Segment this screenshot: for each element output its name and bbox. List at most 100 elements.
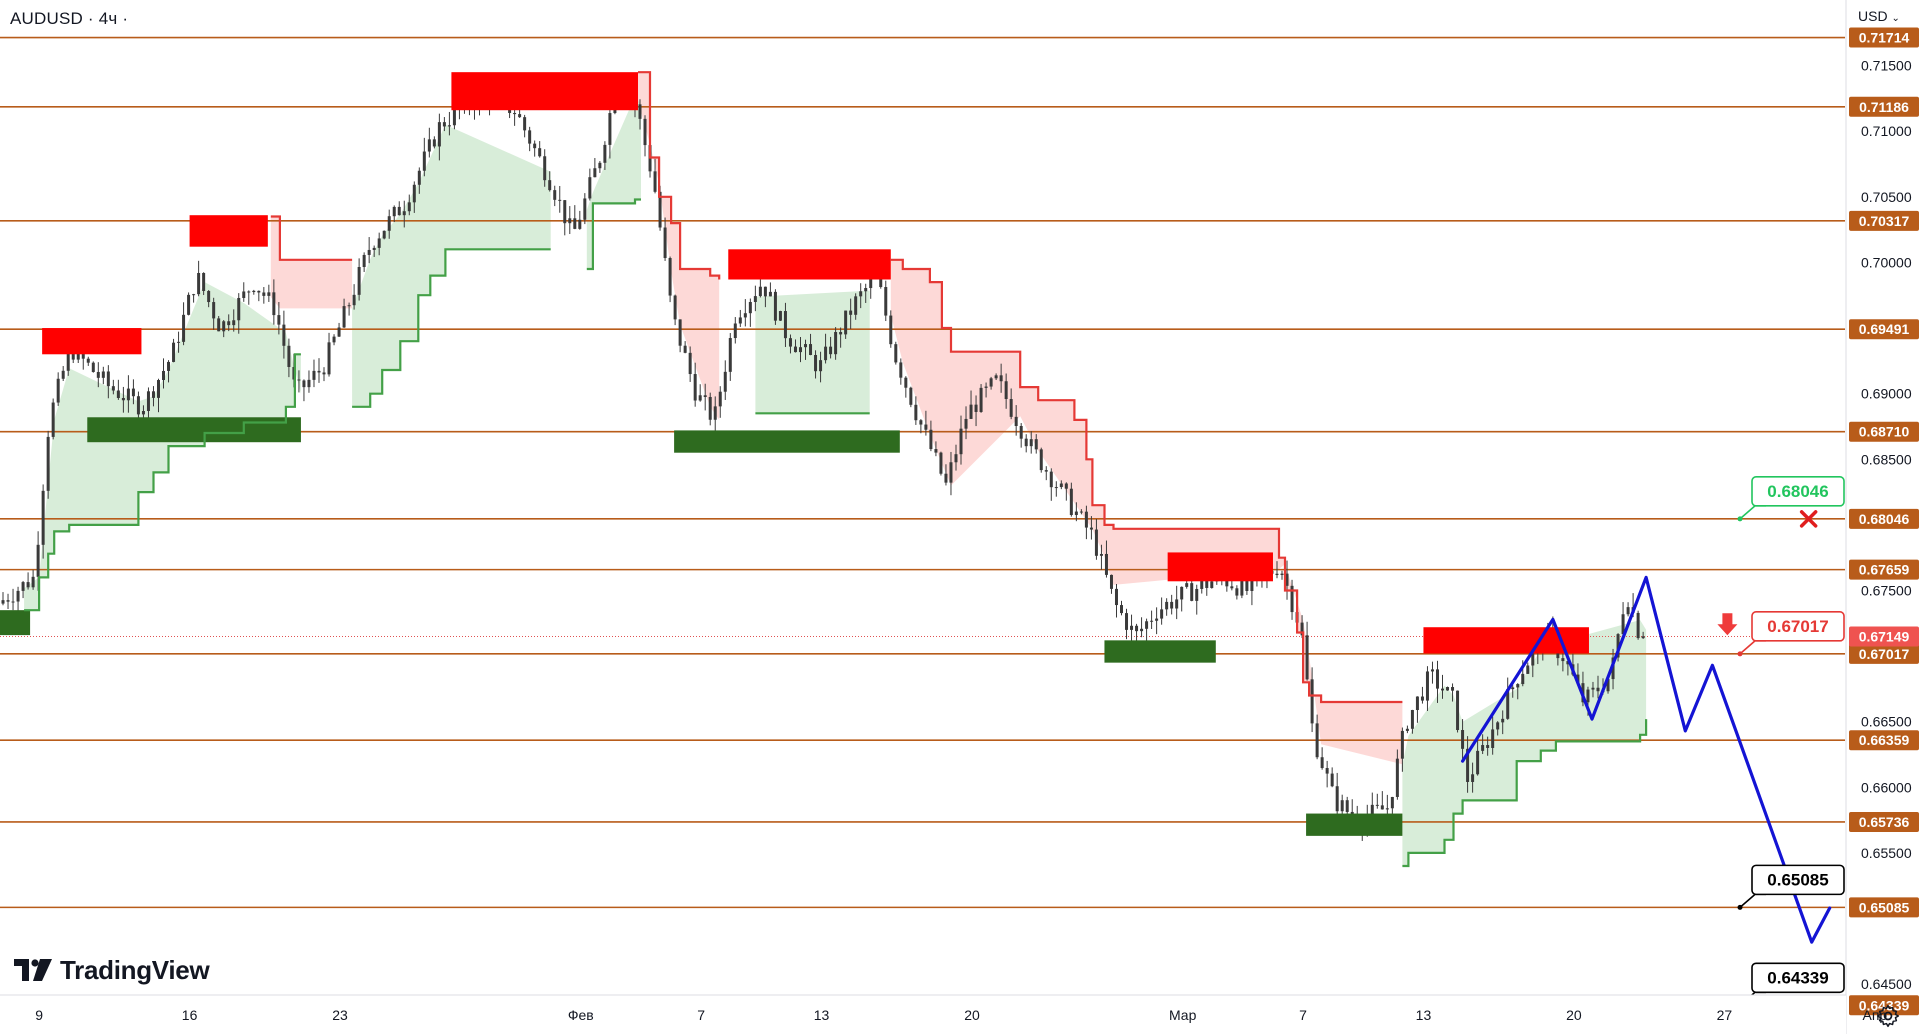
price-tick-label: 0.64500 xyxy=(1861,976,1912,992)
candle-body xyxy=(1235,588,1239,596)
currency-selector[interactable]: USD ⌄ xyxy=(1858,8,1900,24)
time-tick-label: Мар xyxy=(1169,1007,1197,1023)
candle-body xyxy=(162,370,166,381)
candle-body xyxy=(212,302,216,319)
candle-body xyxy=(357,266,361,295)
level-price-tag xyxy=(1849,508,1919,529)
brand-name: TradingView xyxy=(60,954,210,985)
candle-body xyxy=(41,490,45,545)
candle-body xyxy=(1516,684,1520,688)
candle-body xyxy=(668,258,672,296)
candle-body xyxy=(533,143,537,149)
candle-body xyxy=(603,144,607,163)
demand-zone xyxy=(87,417,301,443)
candle-body xyxy=(854,296,858,315)
candle-body xyxy=(317,370,321,373)
candle-body xyxy=(322,372,326,375)
candle-body xyxy=(829,346,833,355)
candle-body xyxy=(788,338,792,347)
candle-body xyxy=(11,601,15,603)
candle-body xyxy=(96,371,100,378)
gear-icon[interactable] xyxy=(1875,1003,1901,1029)
candle-body xyxy=(1521,673,1525,685)
candle-body xyxy=(763,286,767,297)
candle-body xyxy=(46,436,50,491)
candle-body xyxy=(1330,773,1334,787)
candle-body xyxy=(608,113,612,145)
level-price-tag xyxy=(1849,96,1919,117)
price-tick-label: 0.70000 xyxy=(1861,254,1912,270)
candle-body xyxy=(237,297,241,321)
candle-body xyxy=(733,323,737,339)
level-price-tag xyxy=(1849,319,1919,340)
candle-body xyxy=(347,305,351,307)
callout-anchor xyxy=(1737,516,1743,522)
tradingview-logo[interactable]: TradingView xyxy=(14,954,210,986)
level-price-tag-label: 0.66359 xyxy=(1859,732,1910,748)
candle-body xyxy=(312,370,316,380)
candle-body xyxy=(397,206,401,216)
symbol-title[interactable]: AUDUSD · 4ч · xyxy=(10,9,129,28)
candle-body xyxy=(437,122,441,147)
candle-body xyxy=(402,211,406,216)
candle-body xyxy=(543,156,547,181)
candle-body xyxy=(141,411,145,415)
candle-body xyxy=(799,347,803,353)
candle-body xyxy=(1130,625,1134,630)
candle-body xyxy=(156,380,160,398)
forecast-zigzag xyxy=(1461,575,1832,944)
candle-body xyxy=(1109,574,1113,589)
candle-body xyxy=(1009,399,1013,417)
level-price-tag xyxy=(1849,27,1919,48)
level-price-tag xyxy=(1849,559,1919,580)
candle-body xyxy=(362,254,366,267)
candle-body xyxy=(1596,687,1600,692)
price-tick-label: 0.71000 xyxy=(1861,123,1912,139)
candle-body xyxy=(1345,800,1349,812)
callout-box xyxy=(1751,962,1845,994)
level-price-tag xyxy=(1849,421,1919,442)
current-price-tag-label: 0.67149 xyxy=(1859,629,1910,645)
uptrend-trail-line xyxy=(352,248,551,408)
candle-body xyxy=(1325,768,1329,774)
candle-body xyxy=(563,200,567,224)
candle-body xyxy=(984,386,988,388)
candle-body xyxy=(1165,601,1169,610)
candle-body xyxy=(111,386,115,391)
candle-body xyxy=(146,391,150,412)
callout-box xyxy=(1751,611,1845,642)
candle-body xyxy=(844,310,848,335)
candle-body xyxy=(1280,573,1284,575)
candle-body xyxy=(417,170,421,185)
candle-body xyxy=(1285,573,1289,586)
callout-anchor xyxy=(1737,904,1743,910)
candle-body xyxy=(523,117,527,131)
candle-body xyxy=(718,391,722,407)
price-tick-label: 0.71500 xyxy=(1861,58,1912,74)
candle-body xyxy=(1456,690,1460,731)
candle-body xyxy=(518,114,522,118)
demand-zone xyxy=(1306,813,1403,836)
candle-body xyxy=(638,104,642,119)
candle-body xyxy=(56,378,60,403)
callout-box xyxy=(1751,476,1845,507)
candle-body xyxy=(593,168,597,178)
level-price-tag xyxy=(1849,730,1919,751)
candle-body xyxy=(136,396,140,415)
candle-body xyxy=(377,238,381,248)
level-price-tag-label: 0.68046 xyxy=(1859,511,1910,527)
candle-body xyxy=(192,294,196,296)
callout-label: 0.67017 xyxy=(1767,617,1828,636)
candle-body xyxy=(1506,689,1510,719)
candle-body xyxy=(302,380,306,388)
candle-body xyxy=(939,452,943,474)
candle-body xyxy=(412,184,416,203)
candle-body xyxy=(1180,586,1184,600)
candle-body xyxy=(427,139,431,152)
callout-label: 0.68046 xyxy=(1767,482,1828,501)
candle-body xyxy=(658,191,662,228)
uptrend-fill xyxy=(352,124,551,407)
candle-body xyxy=(1064,483,1068,489)
time-tick-label: 27 xyxy=(1717,1007,1733,1023)
